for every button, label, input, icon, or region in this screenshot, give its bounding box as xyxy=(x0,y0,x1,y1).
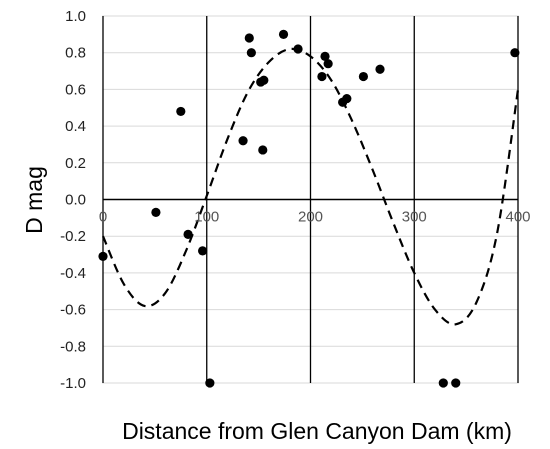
y-tick-label: 0.2 xyxy=(65,155,86,172)
y-tick-labels: 1.0 0.8 0.6 0.4 0.2 0.0 -0.2 -0.4 -0.6 -0.8 -1.0 xyxy=(60,8,86,392)
data-point xyxy=(259,75,269,85)
fit-curve xyxy=(101,47,520,326)
data-point xyxy=(258,145,268,155)
x-tick-label: 100 xyxy=(194,209,219,226)
data-point xyxy=(151,207,161,217)
data-point xyxy=(278,29,289,39)
data-point xyxy=(198,246,208,256)
data-point xyxy=(323,59,333,69)
y-tick-label: 0.6 xyxy=(65,81,86,98)
x-tick-label: 400 xyxy=(505,209,530,226)
data-point xyxy=(246,48,256,58)
data-point xyxy=(510,48,520,58)
x-tick-label: 300 xyxy=(402,209,427,226)
y-tick-label: -0.2 xyxy=(60,228,86,245)
x-tick-label: 0 xyxy=(99,209,107,226)
data-point xyxy=(98,251,108,261)
data-point xyxy=(375,64,385,74)
data-point xyxy=(293,44,303,54)
y-tick-label: -0.8 xyxy=(60,338,86,355)
y-tick-label: 1.0 xyxy=(65,8,86,25)
data-point xyxy=(342,93,352,104)
fit-curve-layer xyxy=(101,47,520,326)
x-tick-labels: 0 100 200 300 400 xyxy=(99,209,531,226)
y-tick-label: -0.4 xyxy=(60,265,86,282)
x-tick-label: 200 xyxy=(298,209,323,226)
data-point xyxy=(451,378,461,388)
data-point xyxy=(205,378,215,388)
y-tick-label: 0.0 xyxy=(65,192,86,209)
data-point xyxy=(438,378,448,388)
data-points-layer xyxy=(98,29,520,388)
y-tick-label: -1.0 xyxy=(60,375,86,392)
data-point xyxy=(244,33,254,43)
y-tick-label: -0.6 xyxy=(60,302,86,319)
y-tick-label: 0.8 xyxy=(65,45,86,62)
data-point xyxy=(317,71,327,82)
data-point xyxy=(238,136,248,146)
y-axis-label: D mag xyxy=(21,166,47,234)
x-axis-label: Distance from Glen Canyon Dam (km) xyxy=(122,418,512,444)
data-point xyxy=(358,71,369,82)
y-tick-label: 0.4 xyxy=(65,118,86,135)
data-point xyxy=(320,51,330,61)
data-point xyxy=(176,106,186,117)
data-point xyxy=(183,229,193,239)
